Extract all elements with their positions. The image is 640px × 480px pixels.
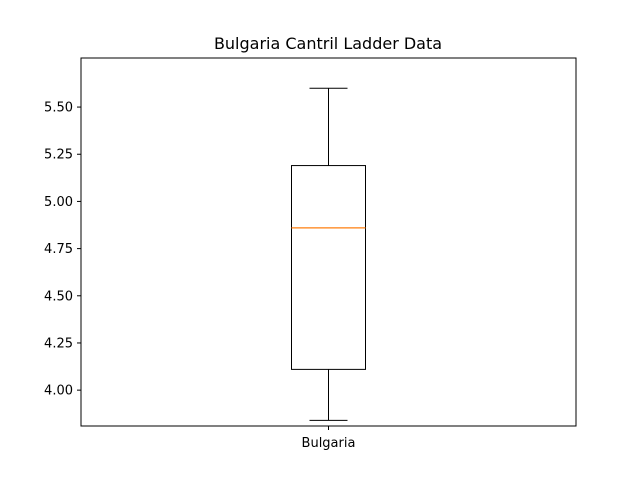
y-tick-label: 4.50 — [44, 289, 73, 304]
y-tick-label: 4.25 — [44, 336, 73, 351]
y-tick-label: 4.00 — [44, 384, 73, 399]
y-tick-label: 4.75 — [44, 242, 73, 257]
iqr-box — [291, 165, 366, 370]
x-tick-label: Bulgaria — [302, 436, 356, 451]
y-tick-label: 5.00 — [44, 195, 73, 210]
chart-title: Bulgaria Cantril Ladder Data — [214, 34, 442, 53]
y-tick-label: 5.50 — [44, 101, 73, 116]
y-tick-label: 5.25 — [44, 148, 73, 163]
